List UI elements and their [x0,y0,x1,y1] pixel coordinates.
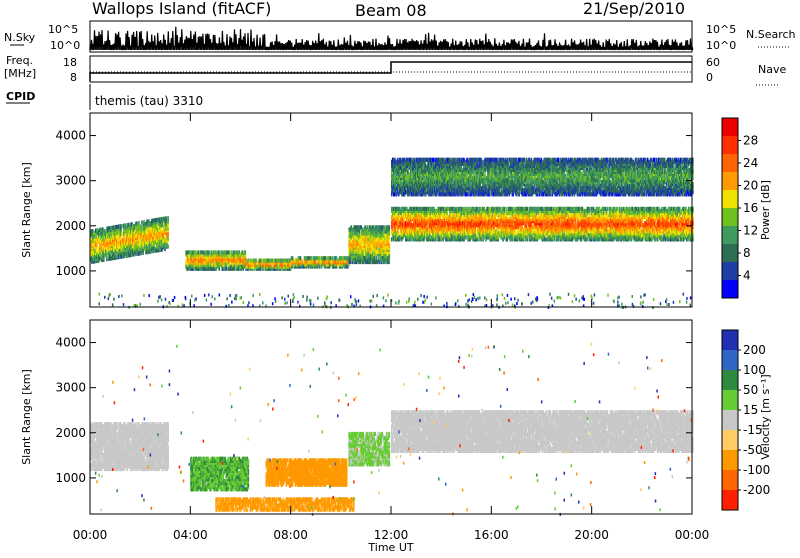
power-cell [389,244,391,248]
nave-label: Nave [758,63,786,76]
power-cell [123,236,125,240]
power-cell [389,225,391,229]
station-title: Wallops Island (fitACF) [92,0,271,18]
power-cell [167,224,169,228]
power-cell [96,234,98,238]
power-cell [125,223,127,227]
power-cell [208,250,210,254]
power-cell [389,236,391,240]
nsky-label: N.Sky [4,31,36,44]
power-cell [121,224,123,228]
power-cell [325,256,327,260]
power-cell [113,252,115,256]
power-cell [229,250,231,254]
power-band [291,256,350,268]
power-cell [551,207,553,211]
power-cell [292,256,294,260]
nave-tick-top: 60 [706,56,720,69]
freq-tick-bottom: 8 [70,71,77,84]
power-cell [226,267,228,271]
power-cell [564,231,566,235]
power-cell [165,216,167,220]
power-cell [218,250,220,254]
power-cell [373,256,375,260]
cpid-label: CPID [6,90,35,103]
power-cell [302,260,304,264]
power-cell [106,257,108,261]
power-cell [446,211,448,215]
power-cell [234,267,236,271]
power-cell [261,259,263,263]
power-cell [167,216,169,220]
power-band [185,250,246,270]
power-cell [336,256,338,260]
date-label: 21/Sep/2010 [583,0,685,18]
power-cell [319,256,321,260]
power-cell [435,237,437,241]
power-cell [489,221,491,225]
power-cell [503,207,505,211]
power-cell [167,232,169,236]
power-band [90,216,169,264]
freq-label: Freq. [6,54,33,67]
power-band [246,259,292,271]
power-cell [559,221,561,225]
power-cell [330,256,332,260]
freq-unit-label: [MHz] [4,67,36,80]
power-cell [277,265,279,269]
beam-label: Beam 08 [355,1,427,20]
power-cell [440,235,442,239]
power-cell [575,221,577,225]
power-cell [292,264,294,268]
power-cell [114,246,116,250]
power-cell [245,250,247,254]
power-cell [197,250,199,254]
nsky-trace [90,27,693,50]
power-cell [505,207,507,211]
nsky-tick-top: 10^5 [48,23,78,36]
power-cell [398,231,400,235]
power-cell [332,256,334,260]
power-cell [488,207,490,211]
nsky-tick-bottom: 10^0 [50,39,80,52]
power-cell [511,237,513,241]
nave-tick-bottom: 0 [706,71,713,84]
power-cell [589,213,591,217]
power-cell [167,244,169,248]
nsearch-label: N.Search [746,28,796,41]
power-cell [581,237,583,241]
power-cell [377,246,379,250]
power-cell [437,233,439,237]
cpid-value: themis (tau) 3310 [95,94,203,108]
power-cell [589,207,591,211]
power-cell [607,207,609,211]
power-cell [167,236,169,240]
power-cell [389,260,391,264]
power-cell [389,254,391,258]
power-cell [141,221,143,225]
power-cell [360,242,362,246]
power-cell [499,207,501,211]
power-band [391,207,694,242]
power-cell [482,227,484,231]
power-cell [256,259,258,263]
nsearch-tick-bottom: 10^0 [706,39,736,52]
power-cell [138,221,140,225]
power-cell [96,243,98,247]
power-heatmap [90,158,694,309]
freq-tick-top: 18 [63,56,77,69]
power-cell [617,207,619,211]
power-cell [480,237,482,241]
power-cell [521,225,523,229]
power-band [348,225,390,264]
power-cell [366,225,368,229]
power-cell [469,207,471,211]
power-cell [526,207,528,211]
power-cell [140,225,142,229]
nsearch-tick-top: 10^5 [706,23,736,36]
power-cell [544,219,546,223]
